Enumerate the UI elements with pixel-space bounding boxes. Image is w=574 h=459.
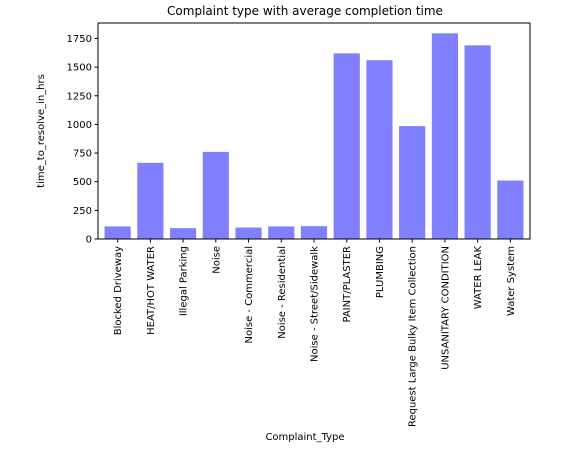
x-tick-label: Noise - Street/Sidewalk — [310, 246, 321, 362]
x-tick-label: UNSANITARY CONDITION — [440, 246, 451, 370]
bar — [202, 151, 229, 239]
bar — [497, 180, 524, 239]
x-tick-label: HEAT/HOT WATER — [146, 246, 157, 335]
x-tick-label: Noise - Commercial — [244, 246, 255, 344]
y-tick-label: 500 — [73, 177, 92, 188]
x-tick-label: Blocked Driveway — [113, 246, 124, 335]
bar — [399, 126, 426, 239]
y-tick-label: 0 — [86, 235, 92, 246]
x-tick-label: Water System — [506, 246, 517, 316]
bar — [170, 228, 197, 239]
y-tick-label: 250 — [73, 206, 92, 217]
x-tick-label: PLUMBING — [375, 246, 386, 298]
bar — [104, 226, 131, 239]
y-axis-label: time_to_resolve_in_hrs — [36, 74, 47, 188]
bar — [300, 226, 328, 239]
bar — [366, 60, 393, 239]
bar — [137, 162, 164, 239]
x-tick-label: WATER LEAK — [473, 246, 484, 310]
bar — [333, 53, 360, 240]
x-axis: Blocked Driveway HEAT/HOT WATER Illegal Pa… — [113, 239, 517, 427]
bar — [464, 45, 491, 240]
x-tick-label: Illegal Parking — [179, 246, 190, 316]
x-tick-label: Noise - Residential — [277, 246, 288, 339]
x-tick-label: PAINT/PLASTER — [342, 246, 353, 323]
bars-group — [104, 33, 524, 240]
x-tick-label: Noise — [211, 246, 222, 274]
y-tick-label: 750 — [73, 149, 92, 160]
y-tick-label: 1500 — [67, 63, 92, 74]
y-tick-label: 1000 — [67, 120, 92, 131]
bar — [268, 226, 295, 239]
x-axis-label: Complaint_Type — [265, 432, 344, 443]
y-axis: 0 250 500 750 1000 1250 1500 1750 — [67, 34, 98, 246]
y-tick-label: 1750 — [67, 34, 92, 45]
bar — [431, 33, 458, 240]
bar — [235, 227, 262, 239]
y-tick-label: 1250 — [67, 91, 92, 102]
x-tick-label: Request Large Bulky Item Collection — [408, 246, 419, 427]
chart-title: Complaint type with average completion t… — [167, 4, 443, 18]
